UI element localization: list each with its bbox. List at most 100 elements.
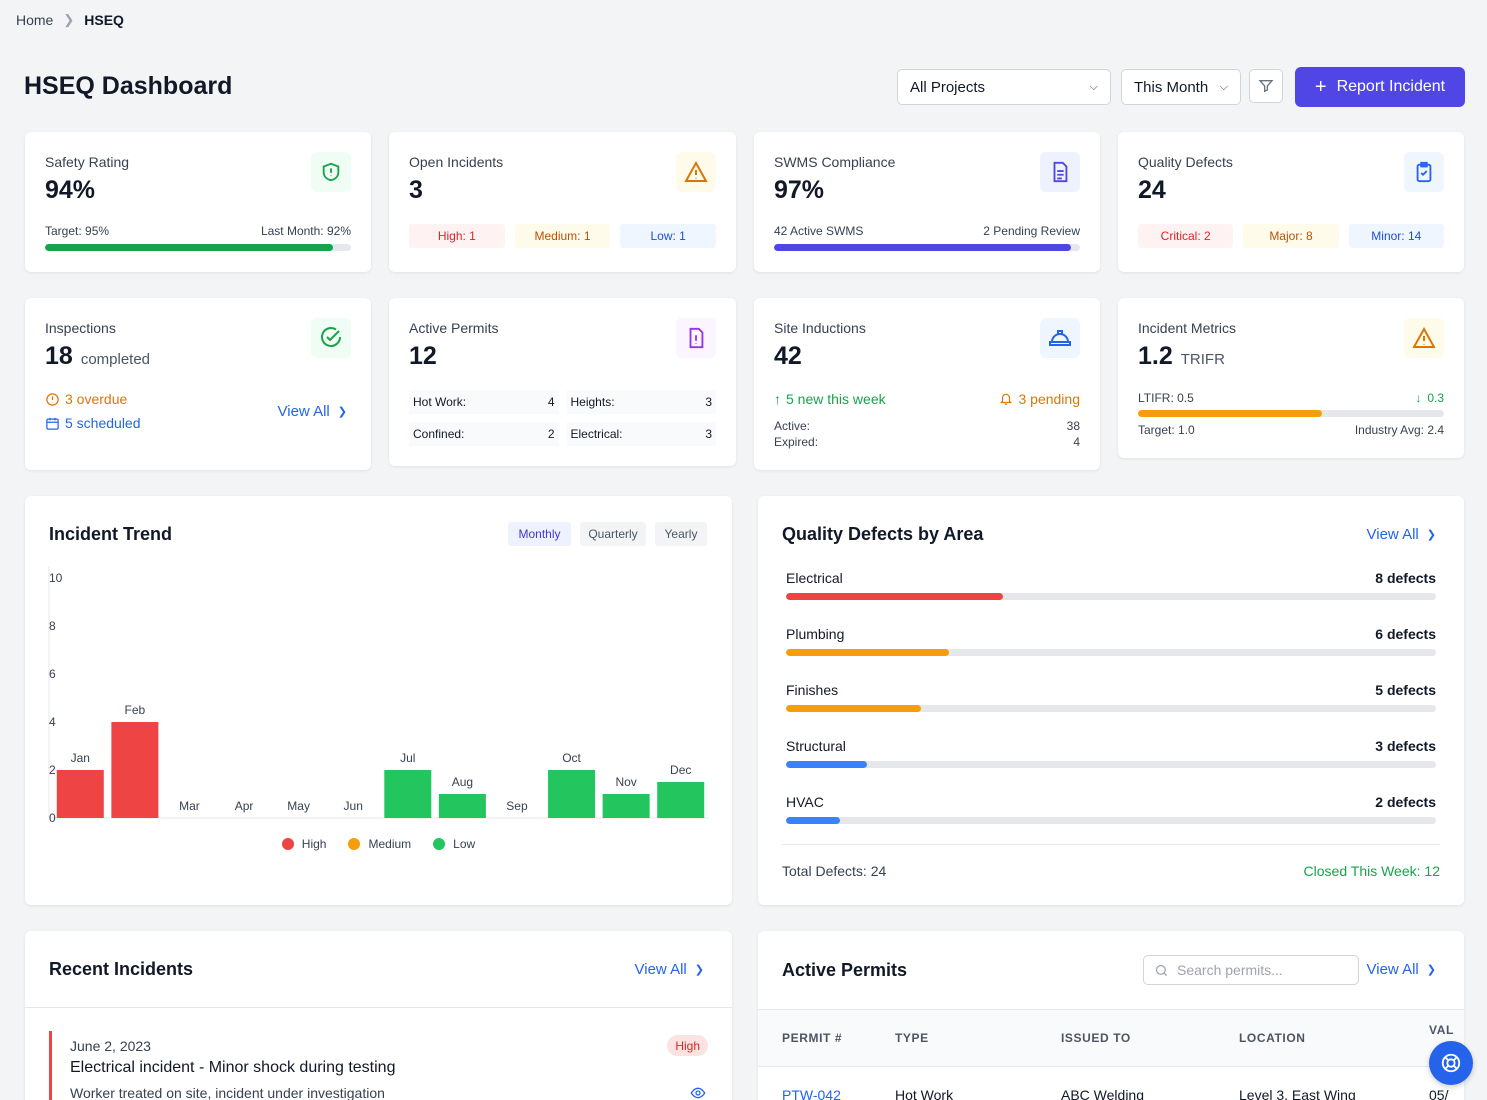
- column-header-location: LOCATION: [1239, 1031, 1306, 1045]
- legend-label: Low: [453, 837, 476, 851]
- legend-label: High: [301, 837, 327, 851]
- active-permits-table-card: Active Permits Search permits... View Al…: [758, 931, 1464, 1100]
- trifr-unit: TRIFR: [1180, 351, 1225, 368]
- tab-quarterly[interactable]: Quarterly: [580, 522, 646, 546]
- permit-type-count: 3: [705, 395, 712, 409]
- period-select[interactable]: This Month ⌵: [1121, 69, 1241, 105]
- y-tick-label: 4: [49, 715, 56, 729]
- recent-view-all-link[interactable]: View All ❯: [635, 961, 704, 978]
- recent-incidents-title: Recent Incidents: [49, 959, 194, 979]
- arrow-down-icon: ↓: [1415, 391, 1422, 405]
- defect-area-row: HVAC 2 defects: [786, 794, 1436, 824]
- kpi-value: 94%: [45, 176, 96, 204]
- view-all-label: View All: [277, 403, 330, 420]
- area-bar-track: [786, 705, 1436, 712]
- floating-help-button[interactable]: [1429, 1041, 1473, 1085]
- calendar-icon: [46, 417, 59, 430]
- bar-jul[interactable]: [384, 770, 432, 818]
- inspections-card: Inspections 18 completed 3 overdue 5 sch…: [25, 298, 371, 470]
- open-incidents-card: Open Incidents 3 High: 1 Medium: 1 Low: …: [389, 132, 736, 272]
- quality-defects-card: Quality Defects 24 Critical: 2 Major: 8 …: [1118, 132, 1464, 272]
- incident-title: Electrical incident - Minor shock during…: [70, 1059, 396, 1076]
- bar-oct[interactable]: [548, 770, 596, 818]
- new-inductions-text: 5 new this week: [786, 391, 886, 407]
- column-header-type: TYPE: [895, 1031, 929, 1045]
- eye-icon[interactable]: [690, 1085, 706, 1100]
- scheduled-status: 5 scheduled: [45, 415, 141, 431]
- area-count: 5 defects: [1375, 682, 1436, 698]
- permit-valid-cell: 05/: [1429, 1087, 1449, 1100]
- chevron-right-icon: ❯: [694, 964, 704, 976]
- ltifr-change: ↓ 0.3: [1415, 391, 1444, 405]
- defect-area-row: Plumbing 6 defects: [786, 626, 1436, 656]
- bar-aug[interactable]: [438, 794, 486, 818]
- breadcrumb-current: HSEQ: [84, 12, 124, 28]
- area-name: HVAC: [786, 794, 824, 810]
- ltifr-value: LTIFR: 0.5: [1138, 391, 1194, 405]
- bar-jan[interactable]: [56, 770, 104, 818]
- bar-feb[interactable]: [111, 722, 159, 818]
- inspections-view-all-link[interactable]: View All ❯: [278, 403, 347, 420]
- chevron-right-icon: ❯: [1426, 964, 1436, 976]
- permit-location-cell: Level 3, East Wing: [1239, 1087, 1356, 1100]
- x-category-label: May: [287, 799, 310, 813]
- warning-triangle-icon: [1404, 318, 1444, 358]
- area-count: 6 defects: [1375, 626, 1436, 642]
- legend-item-medium: Medium: [348, 837, 411, 851]
- permit-id-link[interactable]: PTW-042: [782, 1087, 841, 1100]
- scheduled-text: 5 scheduled: [65, 415, 141, 431]
- column-header-valid: VAL: [1429, 1023, 1454, 1037]
- safety-rating-card: Safety Rating 94% Target: 95% Last Month…: [25, 132, 371, 272]
- tab-monthly[interactable]: Monthly: [508, 522, 571, 546]
- table-header: [758, 1009, 1464, 1067]
- permit-type-row: Heights: 3: [566, 390, 716, 414]
- kpi-value: 18 completed: [45, 342, 150, 371]
- total-defects: Total Defects: 24: [782, 863, 887, 879]
- filter-button[interactable]: [1249, 69, 1283, 103]
- lifebuoy-icon: [1441, 1053, 1461, 1073]
- area-count: 8 defects: [1375, 570, 1436, 586]
- x-category-label: Oct: [562, 751, 581, 765]
- search-permits-input[interactable]: Search permits...: [1143, 955, 1359, 985]
- permit-type-name: Hot Work:: [413, 395, 467, 409]
- defects-view-all-link[interactable]: View All ❯: [1367, 526, 1436, 543]
- project-select[interactable]: All Projects ⌵: [897, 69, 1111, 105]
- shield-alert-icon: [311, 152, 351, 192]
- incident-item[interactable]: June 2, 2023 Electrical incident - Minor…: [49, 1031, 708, 1100]
- medium-count-badge: Medium: 1: [514, 224, 611, 248]
- column-header-issued-to: ISSUED TO: [1061, 1031, 1131, 1045]
- area-bar-fill: [786, 761, 868, 768]
- area-name: Plumbing: [786, 626, 845, 642]
- incident-description: Worker treated on site, incident under i…: [70, 1085, 385, 1100]
- x-category-label: Sep: [506, 799, 528, 813]
- area-name: Electrical: [786, 570, 843, 586]
- low-count-badge: Low: 1: [620, 224, 717, 248]
- column-header-permit: PERMIT #: [782, 1031, 843, 1045]
- report-incident-button[interactable]: + Report Incident: [1295, 67, 1465, 107]
- permit-type-row: Electrical: 3: [566, 422, 716, 446]
- bar-dec[interactable]: [657, 782, 705, 818]
- chevron-right-icon: ❯: [1426, 529, 1436, 541]
- chevron-right-icon: ❯: [63, 12, 75, 27]
- breadcrumb-home[interactable]: Home: [16, 12, 54, 28]
- bar-nov[interactable]: [602, 794, 650, 818]
- warning-triangle-icon: [676, 152, 716, 192]
- legend-item-high: High: [281, 837, 327, 851]
- permits-view-all-link[interactable]: View All ❯: [1367, 961, 1436, 978]
- site-inductions-card: Site Inductions 42 ↑ 5 new this week 3 p…: [754, 298, 1100, 470]
- area-name: Finishes: [786, 682, 839, 698]
- legend-dot: [433, 838, 446, 850]
- tab-yearly[interactable]: Yearly: [655, 522, 707, 546]
- defect-area-row: Structural 3 defects: [786, 738, 1436, 768]
- overdue-status: 3 overdue: [45, 391, 127, 407]
- trifr-value: 1.2: [1138, 342, 1173, 370]
- document-icon: [1040, 152, 1080, 192]
- active-value: 38: [1066, 419, 1080, 433]
- defect-area-row: Electrical 8 defects: [786, 570, 1436, 600]
- legend-label: Medium: [368, 837, 412, 851]
- permit-type-count: 4: [547, 395, 555, 409]
- swms-progress-fill: [774, 244, 1071, 251]
- filter-icon: [1258, 80, 1274, 93]
- area-count: 2 defects: [1375, 794, 1436, 810]
- x-category-label: Apr: [235, 799, 254, 813]
